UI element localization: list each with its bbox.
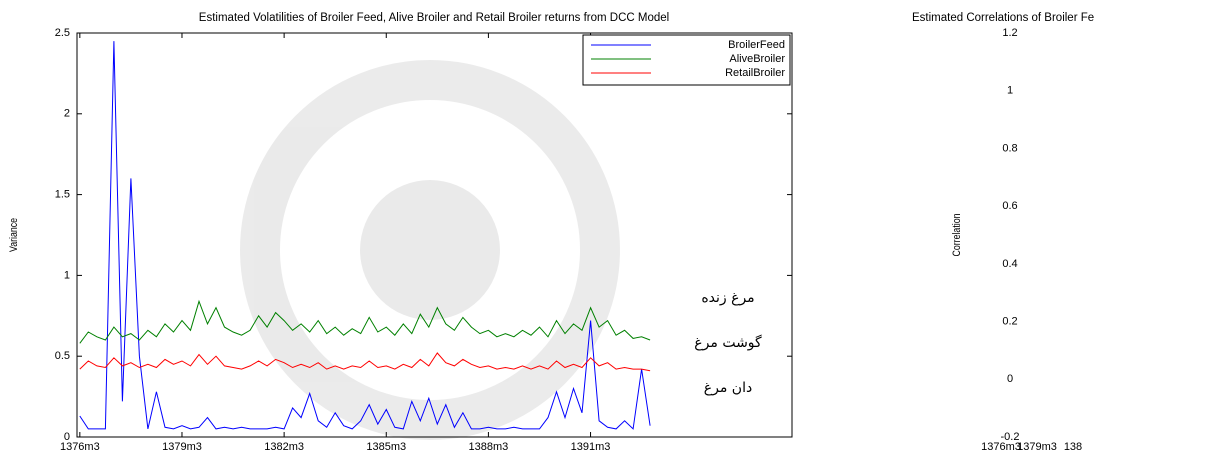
legend-label: BroilerFeed xyxy=(728,39,785,51)
x-tick-label: 138 xyxy=(1064,441,1082,453)
watermark xyxy=(240,60,620,440)
y-tick-label: -0.2 xyxy=(1001,431,1020,443)
y-axis-label: Correlation xyxy=(951,213,963,256)
y-tick-label: 1.5 xyxy=(55,189,70,201)
x-tick-label: 1379m3 xyxy=(162,441,202,453)
series-line xyxy=(79,352,651,372)
y-tick-label: 1 xyxy=(64,269,70,281)
x-tick-label: 1385m3 xyxy=(366,441,406,453)
y-axis-label: Variance xyxy=(8,218,20,252)
plot-frame xyxy=(76,32,793,438)
y-tick-label: 0.8 xyxy=(1002,142,1017,154)
y-tick-label: 0.4 xyxy=(1002,258,1017,270)
x-tick-label: 1379m3 xyxy=(1017,441,1057,453)
y-tick-label: 0 xyxy=(1007,373,1013,385)
legend-box xyxy=(582,34,791,86)
series-line xyxy=(79,41,651,430)
legend-label: AliveBroiler xyxy=(729,53,785,65)
legend-label: RetailBroiler xyxy=(725,67,785,79)
chart-title: Estimated Correlations of Broiler Fe xyxy=(912,12,1094,24)
x-tick-label: 1391m3 xyxy=(571,441,611,453)
annotation: دان مرغ xyxy=(704,380,752,396)
series-line xyxy=(79,299,651,344)
x-tick-label: 1382m3 xyxy=(264,441,304,453)
y-tick-label: 0.2 xyxy=(1002,315,1017,327)
y-tick-label: 2.5 xyxy=(55,27,70,39)
x-tick-label: 1376m3 xyxy=(60,441,100,453)
y-tick-label: 2 xyxy=(64,108,70,120)
y-tick-label: 1.2 xyxy=(1002,27,1017,39)
y-tick-label: 0 xyxy=(64,431,70,443)
y-tick-label: 1 xyxy=(1007,85,1013,97)
x-tick-label: 1376m3 xyxy=(981,441,1021,453)
chart-title: Estimated Volatilities of Broiler Feed, … xyxy=(199,12,669,24)
annotation: گوشت مرغ xyxy=(694,334,762,351)
annotation: مرغ زنده xyxy=(701,290,754,306)
y-tick-label: 0.5 xyxy=(55,350,70,362)
x-tick-label: 1388m3 xyxy=(469,441,509,453)
y-tick-label: 0.6 xyxy=(1002,200,1017,212)
